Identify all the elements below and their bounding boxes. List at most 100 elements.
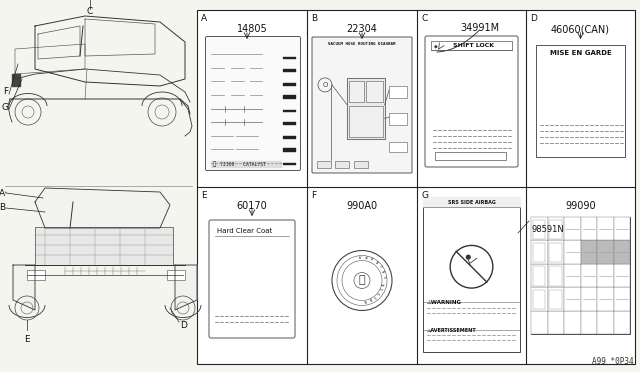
- Bar: [564, 264, 580, 287]
- Bar: [27, 270, 45, 280]
- Text: VACUUM HOSE ROUTING DIAGRAM: VACUUM HOSE ROUTING DIAGRAM: [328, 42, 396, 46]
- Text: B: B: [311, 14, 317, 23]
- Bar: [614, 240, 630, 264]
- Text: E: E: [24, 335, 30, 344]
- Text: Ⓝ: Ⓝ: [213, 161, 216, 167]
- Text: R: R: [369, 258, 373, 262]
- Text: D: D: [180, 321, 187, 330]
- Bar: [547, 287, 564, 311]
- Bar: [532, 290, 545, 309]
- Bar: [549, 219, 561, 239]
- Text: 98591N: 98591N: [531, 225, 564, 234]
- Bar: [547, 240, 564, 264]
- Text: 99090: 99090: [565, 201, 596, 211]
- Circle shape: [466, 254, 471, 260]
- Bar: [597, 264, 614, 287]
- Bar: [532, 219, 545, 239]
- Text: G: G: [1, 103, 8, 112]
- Text: O: O: [323, 82, 328, 88]
- Bar: [349, 81, 364, 102]
- Bar: [389, 86, 407, 98]
- Bar: [531, 287, 547, 311]
- Text: 46060(CAN): 46060(CAN): [551, 24, 610, 34]
- Bar: [197, 10, 635, 364]
- Text: W: W: [358, 256, 362, 260]
- Bar: [531, 264, 547, 287]
- Bar: [366, 81, 383, 102]
- Text: MISE EN GARDE: MISE EN GARDE: [550, 50, 611, 56]
- Text: C: C: [87, 7, 93, 16]
- Text: A: A: [364, 256, 367, 260]
- Text: F: F: [311, 191, 316, 200]
- Bar: [549, 266, 561, 286]
- Bar: [531, 311, 547, 334]
- Bar: [349, 106, 383, 137]
- Text: A: A: [201, 14, 207, 23]
- Bar: [580, 311, 597, 334]
- Text: N: N: [364, 301, 367, 305]
- Text: B: B: [0, 203, 5, 212]
- Bar: [547, 217, 564, 240]
- Bar: [547, 264, 564, 287]
- Bar: [354, 161, 368, 168]
- Text: SHIFT LOCK: SHIFT LOCK: [453, 43, 494, 48]
- Bar: [597, 287, 614, 311]
- FancyBboxPatch shape: [536, 45, 625, 157]
- Bar: [435, 152, 506, 160]
- Text: 22304: 22304: [347, 24, 378, 34]
- Text: F: F: [3, 87, 8, 96]
- Text: G: G: [382, 275, 387, 278]
- Text: ⚠WARNING: ⚠WARNING: [427, 301, 462, 305]
- Bar: [35, 227, 173, 265]
- FancyBboxPatch shape: [209, 220, 295, 338]
- Bar: [614, 311, 630, 334]
- Bar: [423, 197, 520, 352]
- Text: Ⓝ: Ⓝ: [358, 276, 365, 285]
- Text: 34991M: 34991M: [460, 23, 499, 33]
- Bar: [532, 266, 545, 286]
- Bar: [549, 290, 561, 309]
- Bar: [531, 217, 630, 334]
- Bar: [389, 113, 407, 125]
- Text: G: G: [421, 191, 428, 200]
- Circle shape: [342, 260, 382, 301]
- Text: N: N: [374, 260, 378, 265]
- Bar: [431, 41, 512, 50]
- Text: A: A: [0, 189, 5, 198]
- Text: I: I: [378, 264, 382, 269]
- Text: A: A: [369, 299, 373, 303]
- Text: S: S: [374, 296, 378, 301]
- FancyBboxPatch shape: [205, 36, 301, 170]
- Text: ⚠AVERTISSEMENT: ⚠AVERTISSEMENT: [427, 328, 477, 333]
- Bar: [531, 240, 547, 264]
- Text: D: D: [530, 14, 537, 23]
- Bar: [389, 142, 407, 152]
- Bar: [531, 217, 547, 240]
- FancyBboxPatch shape: [425, 36, 518, 167]
- Bar: [564, 217, 580, 240]
- Bar: [597, 240, 614, 264]
- Bar: [335, 161, 349, 168]
- Text: S: S: [378, 292, 382, 296]
- Bar: [614, 287, 630, 311]
- Text: SRS SIDE AIRBAG: SRS SIDE AIRBAG: [447, 199, 495, 205]
- Bar: [614, 264, 630, 287]
- Bar: [167, 270, 185, 280]
- Text: 14805: 14805: [237, 24, 268, 34]
- Text: C: C: [421, 14, 428, 23]
- Bar: [549, 243, 561, 262]
- Text: 7J300   CATALYST: 7J300 CATALYST: [220, 161, 266, 167]
- Bar: [547, 311, 564, 334]
- Text: N: N: [380, 269, 385, 273]
- FancyBboxPatch shape: [312, 37, 412, 173]
- Bar: [532, 243, 545, 262]
- Text: A99 *0P34: A99 *0P34: [593, 357, 634, 366]
- Text: Hard Clear Coat: Hard Clear Coat: [217, 228, 272, 234]
- Text: 990A0: 990A0: [346, 201, 378, 211]
- Bar: [614, 217, 630, 240]
- Bar: [580, 264, 597, 287]
- Bar: [580, 240, 597, 264]
- Text: N: N: [382, 283, 387, 286]
- Bar: [348, 78, 385, 138]
- Polygon shape: [13, 265, 35, 310]
